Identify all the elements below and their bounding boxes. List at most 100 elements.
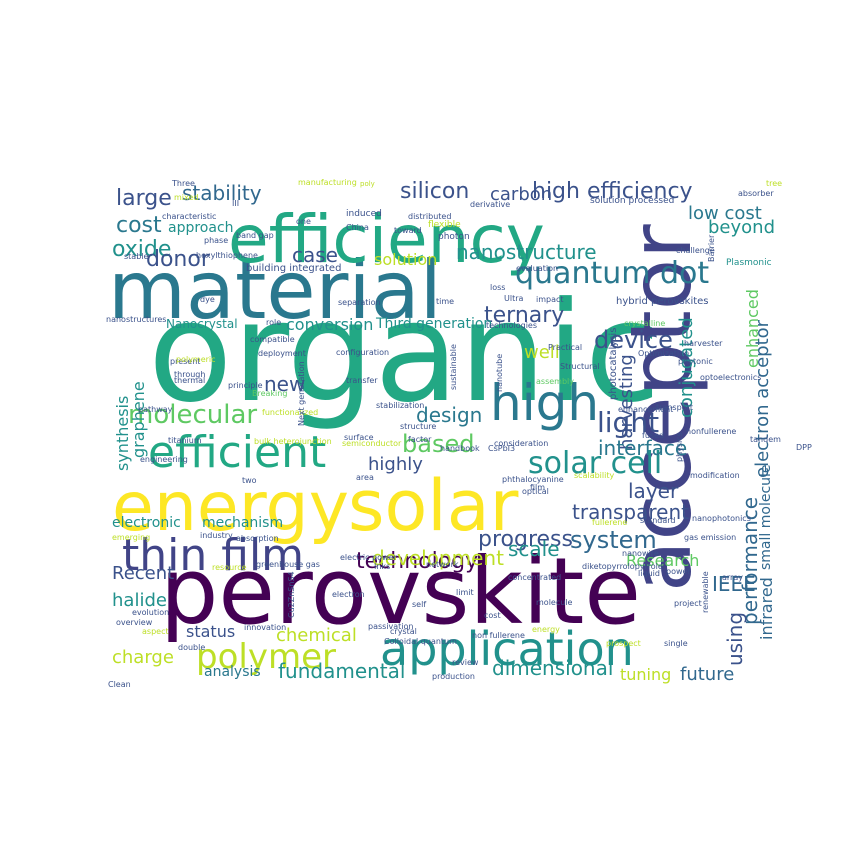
word-donor: donor [146,247,211,272]
word-thermal: thermal [174,376,205,385]
word-stable: stable [124,252,149,261]
word-design: design [416,403,482,427]
word-technology: technology [356,549,478,574]
word-assembly: assembly [536,377,574,386]
word-aspect: aspect [142,627,169,636]
word-barrier: Barrier [707,234,716,262]
word-third-generation: Third generation [375,316,492,332]
word-fused: fused [642,431,664,440]
word-nanotube: nanotube [495,354,504,392]
word-hexylthiophene: hexylthiophene [196,251,258,260]
word-electron-acceptor: electron acceptor [752,319,773,478]
word-emerging: emerging [112,533,150,542]
word-performance: performance [738,497,762,625]
word-electric-power: electric power [340,553,397,562]
word-application: application [380,622,634,676]
word-through: through [174,370,205,379]
word-industry: industry [200,531,233,540]
word-renewable: renewable [701,571,710,613]
word-approach: approach [168,220,234,236]
word-ultra: Ultra [504,294,524,303]
word-two: two [242,476,257,485]
word-toward: toward [394,226,422,235]
word-one: one [296,217,311,226]
word-nanophotonics: nanophotonics [692,514,751,523]
word-technologies: technologies [486,321,537,330]
word-sustainable: sustainable [449,344,458,390]
word-recent: Recent [112,563,174,584]
word-liquid: liquid [638,569,660,578]
word-infrared: infrared [757,577,776,640]
word-clean: Clean [108,680,131,689]
word-case: case [292,243,338,267]
word-optical: optical [522,487,549,496]
word-organic: organic [148,272,661,433]
word-ieee: IEEE [712,572,756,596]
word-inks: Inks [374,562,390,571]
word-using: using [723,612,747,666]
word-dpp: DPP [796,443,812,452]
word-surface: surface [344,433,374,442]
word-optimization: Optimization [638,349,689,358]
word-photon: photon [438,232,470,242]
word-dye: dye [200,295,215,304]
word-synthesis: synthesis [113,396,132,471]
word-thin-film: thin film [122,530,304,581]
word-efficient: efficient [148,427,326,478]
word-well: well [524,342,560,363]
word-highly: highly [368,454,423,475]
word-bulk-heterojunction: bulk heterojunction [254,437,332,446]
word-layer: layer [628,479,679,503]
word-stability: stability [182,181,262,205]
word-poly: poly [360,180,375,188]
word-device: device [594,326,673,354]
word-evaluation: evaluation [516,264,558,273]
word-energy: energy [112,468,349,547]
word-network: network [426,560,459,569]
word-large: large [116,186,172,211]
word-future: future [680,664,734,685]
word-physics: physics [675,432,684,462]
word-project: project [674,599,702,608]
word-limit: limit [456,588,474,597]
word-evolution: evolution [132,608,169,617]
word-oxide: oxide [112,237,171,262]
word-factor: factor [408,435,432,444]
word-functionalized: functionalized [262,408,318,417]
word-harvester: harvester [684,339,723,348]
word-passivation: passivation [368,622,414,631]
word-molecule: molecule [536,598,573,607]
word-resource: resource [212,563,247,572]
word-configuration: configuration [336,348,389,357]
word-challenge: challenge [676,246,715,255]
word-phthalocyanine: phthalocyanine [502,475,564,484]
word-titanium: titanium [168,436,202,445]
word-compatible: compatible [250,335,295,344]
word-dimensional: dimensional [492,656,613,680]
word-cu2znsns4: Cu2ZnSnS4 [287,571,296,618]
word-consideration: consideration [494,439,548,448]
word-beyond: beyond [708,217,775,238]
word-phase: phase [204,236,228,245]
word-film: film [530,483,545,492]
word-tuning: tuning [620,665,671,684]
word-cost: cost [484,611,501,620]
word-plasmonic: Plasmonic [726,258,772,268]
word-iii: III [232,199,239,208]
word-handbook: handbook [440,444,480,453]
word-electronic: electronic [112,515,181,531]
word-quantum-dot: quantum dot [515,256,709,291]
word-innovation: innovation [244,623,286,632]
word-charge: charge [112,647,174,668]
word-tandem: tandem [750,435,781,444]
word-research: Research [626,551,699,570]
word-scalability: scalability [574,471,614,480]
word-review: review [452,658,479,667]
word-conversion: conversion [286,315,373,334]
word-modification: modification [690,471,740,480]
word-structure: structure [400,422,436,431]
word-deployment: deployment [258,349,306,358]
word-induced: induced [346,209,382,219]
word-overview: overview [116,618,153,627]
